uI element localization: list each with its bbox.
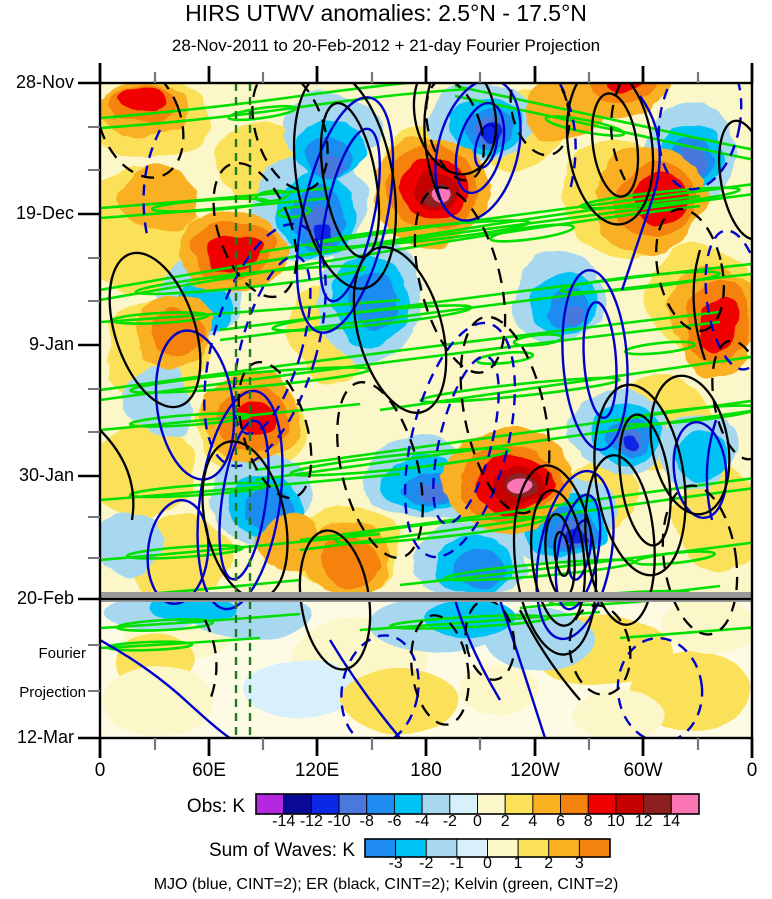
- mjo-wave-contours: [100, 83, 728, 738]
- x-tick-label-1: 60E: [192, 760, 226, 781]
- colorbar-tick-label: -2: [442, 813, 457, 830]
- colorbar-swatch: [449, 793, 478, 815]
- colorbar-tick-label: -4: [415, 813, 430, 830]
- waves-colorbar: [364, 838, 611, 858]
- x-tick-label-0: 0: [94, 760, 106, 781]
- page-subtitle: 28-Nov-2011 to 20-Feb-2012 + 21-day Four…: [171, 36, 601, 55]
- colorbar-tick-label: 8: [583, 813, 593, 830]
- x-axis-top-ticks: [98, 63, 754, 83]
- colorbar-tick-label: 2: [544, 855, 554, 872]
- colorbar-tick-label: -12: [299, 813, 323, 830]
- fourier-projection-label-line1: Fourier: [38, 645, 86, 662]
- colorbar-swatch: [532, 793, 562, 815]
- kelvin-wave-contours: [100, 83, 752, 652]
- obs-colorbar: [255, 793, 700, 815]
- y-tick-label-5: 12-Mar: [16, 727, 74, 747]
- obs-colorbar-label: Obs: K: [186, 796, 245, 817]
- colorbar-swatch: [477, 793, 506, 815]
- hovmoller-plot: [78, 63, 754, 758]
- colorbar-tick-label: 0: [483, 855, 492, 872]
- y-tick-label-0: 28-Nov: [15, 72, 74, 92]
- y-axis-minor-ticks: [88, 126, 100, 692]
- page-title: HIRS UTWV anomalies: 2.5°N - 17.5°N: [185, 0, 587, 26]
- meridian-marker-lines: [234, 83, 252, 738]
- colorbar-swatch: [421, 793, 451, 815]
- fourier-projection-label-line2: Projection: [19, 684, 86, 701]
- colorbar-swatch: [670, 793, 700, 815]
- colorbar-tick-label: -2: [419, 855, 434, 872]
- mjo-wave-contours-dashed: [142, 83, 752, 738]
- colorbar-swatch: [393, 793, 423, 815]
- x-tick-label-6: 0: [746, 760, 758, 781]
- y-axis-major-ticks: [78, 81, 100, 740]
- colorbar-tick-label: 4: [528, 813, 538, 830]
- colorbar-tick-label: 1: [513, 855, 523, 872]
- colorbar-swatch: [255, 793, 285, 815]
- colorbar-swatch: [560, 793, 589, 815]
- colorbar-swatch: [366, 793, 395, 815]
- x-axis-minor-ticks: [153, 738, 700, 750]
- colorbar-tick-label: -10: [327, 813, 351, 830]
- colorbar-swatch: [283, 793, 312, 815]
- colorbar-tick-label: 14: [662, 813, 681, 830]
- colorbar-tick-label: 0: [473, 813, 482, 830]
- colorbar-tick-label: 12: [634, 813, 653, 830]
- colorbar-swatch: [615, 793, 645, 815]
- anomaly-field: [100, 83, 752, 738]
- x-tick-label-5: 60W: [623, 760, 663, 781]
- y-tick-label-3: 30-Jan: [18, 465, 74, 485]
- forecast-region: [100, 593, 752, 738]
- x-tick-label-3: 180: [410, 760, 442, 781]
- colorbar-tick-label: -14: [272, 813, 296, 830]
- er-wave-contours-dashed: [100, 83, 752, 726]
- colorbar-tick-label: 10: [607, 813, 625, 830]
- y-tick-label-4: 20-Feb: [16, 588, 74, 608]
- colorbar-swatch: [643, 793, 672, 815]
- colorbar-tick-label: 3: [574, 855, 584, 872]
- x-tick-label-4: 120W: [510, 760, 560, 781]
- colorbar-swatch: [504, 793, 534, 815]
- er-wave-contours: [100, 83, 752, 701]
- colorbar-swatch: [587, 793, 617, 815]
- colorbar-swatch: [310, 793, 340, 815]
- x-axis-top-minor-ticks: [153, 72, 700, 83]
- colorbar-tick-label: -3: [388, 855, 403, 872]
- y-tick-label-1: 19-Dec: [15, 203, 74, 223]
- x-tick-label-2: 120E: [294, 760, 340, 781]
- colorbar-swatch: [338, 793, 368, 815]
- obs-forecast-boundary-band: [100, 592, 752, 602]
- y-tick-label-2: 9-Jan: [28, 334, 74, 354]
- waves-colorbar-label: Sum of Waves: K: [208, 840, 355, 861]
- colorbar-tick-label: -6: [387, 813, 402, 830]
- colorbar-tick-label: -1: [449, 855, 464, 872]
- colorbar-tick-label: -8: [359, 813, 374, 830]
- colorbar-tick-label: 6: [556, 813, 566, 830]
- wave-legend-footnote: MJO (blue, CINT=2); ER (black, CINT=2); …: [153, 876, 619, 893]
- x-axis-major-ticks: [98, 738, 754, 758]
- colorbar-tick-label: 2: [500, 813, 510, 830]
